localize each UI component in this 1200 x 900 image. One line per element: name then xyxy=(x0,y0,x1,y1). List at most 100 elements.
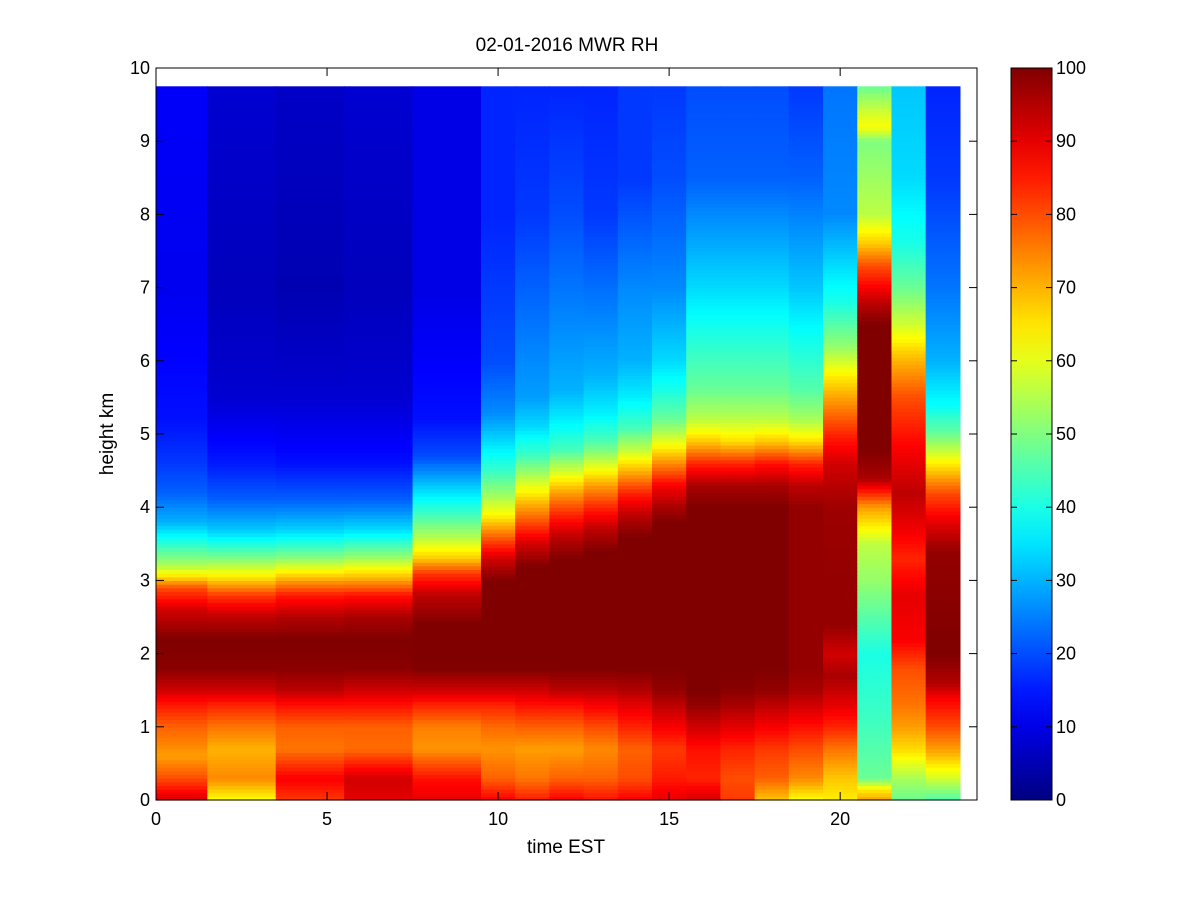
heatmap-cell xyxy=(412,785,482,790)
heatmap-cell xyxy=(652,382,687,388)
heatmap-cell xyxy=(891,576,927,581)
heatmap-cell xyxy=(583,499,619,505)
heatmap-cell xyxy=(275,243,345,248)
heatmap-cell xyxy=(857,188,893,194)
heatmap-cell xyxy=(788,382,824,388)
heatmap-cell xyxy=(549,100,585,106)
heatmap-cell xyxy=(156,591,208,596)
heatmap-cell xyxy=(344,261,414,267)
heatmap-cell xyxy=(549,258,585,263)
heatmap-cell xyxy=(480,324,516,329)
heatmap-cell xyxy=(891,723,927,728)
heatmap-cell xyxy=(652,335,687,340)
heatmap-cell xyxy=(515,133,550,139)
heatmap-cell xyxy=(891,174,927,179)
heatmap-cell xyxy=(891,342,927,347)
heatmap-cell xyxy=(754,115,790,120)
heatmap-cell xyxy=(480,309,516,314)
heatmap-cell xyxy=(925,547,961,552)
heatmap-cell xyxy=(686,701,722,706)
heatmap-cell xyxy=(891,324,927,329)
heatmap-cell xyxy=(788,693,824,699)
heatmap-cell xyxy=(925,265,961,270)
heatmap-cell xyxy=(720,203,756,208)
heatmap-cell xyxy=(652,148,687,153)
heatmap-cell xyxy=(344,547,414,552)
heatmap-cell xyxy=(857,627,893,633)
heatmap-cell xyxy=(412,602,482,607)
heatmap-cell xyxy=(617,558,653,563)
heatmap-cell xyxy=(891,540,927,545)
heatmap-cell xyxy=(925,309,961,314)
heatmap-cell xyxy=(515,510,550,516)
heatmap-cell xyxy=(549,466,585,472)
heatmap-cell xyxy=(788,444,824,450)
heatmap-cell xyxy=(857,671,893,677)
heatmap-cell xyxy=(754,437,790,442)
heatmap-cell xyxy=(823,155,858,161)
heatmap-cell xyxy=(583,240,619,245)
heatmap-cell xyxy=(275,540,345,545)
heatmap-cell xyxy=(788,690,824,695)
heatmap-cell xyxy=(788,715,824,721)
heatmap-cell xyxy=(857,404,893,409)
heatmap-cell xyxy=(207,748,277,754)
heatmap-cell xyxy=(156,704,208,710)
heatmap-cell xyxy=(686,704,722,710)
heatmap-cell xyxy=(720,719,756,724)
heatmap-cell xyxy=(720,499,756,505)
heatmap-cell xyxy=(891,185,927,190)
heatmap-cell xyxy=(823,514,858,519)
heatmap-cell xyxy=(207,789,277,794)
heatmap-cell xyxy=(275,569,345,574)
heatmap-cell xyxy=(891,86,927,91)
heatmap-cell xyxy=(583,686,619,691)
heatmap-cell xyxy=(788,668,824,673)
heatmap-cell xyxy=(156,448,208,453)
heatmap-cell xyxy=(549,144,585,150)
heatmap-cell xyxy=(156,141,208,146)
heatmap-cell xyxy=(686,679,722,684)
colorbar-tick-label: 100 xyxy=(1056,58,1086,78)
heatmap-cell xyxy=(207,133,277,139)
heatmap-cell xyxy=(652,444,687,450)
heatmap-cell xyxy=(583,243,619,248)
heatmap-cell xyxy=(857,152,893,157)
heatmap-cell xyxy=(207,485,277,490)
heatmap-cell xyxy=(583,759,619,764)
heatmap-cell xyxy=(720,287,756,292)
heatmap-cell xyxy=(549,664,585,669)
heatmap-cell xyxy=(652,540,687,545)
heatmap-cell xyxy=(549,368,585,373)
heatmap-cell xyxy=(480,649,516,655)
heatmap-cell xyxy=(652,441,687,446)
heatmap-cell xyxy=(617,243,653,248)
heatmap-cell xyxy=(823,108,858,113)
heatmap-cell xyxy=(925,701,961,706)
heatmap-cell xyxy=(344,763,414,768)
heatmap-cell xyxy=(788,357,824,362)
heatmap-cell xyxy=(720,675,756,680)
heatmap-cell xyxy=(617,163,653,168)
heatmap-cell xyxy=(275,122,345,128)
heatmap-cell xyxy=(344,598,414,603)
heatmap-cell xyxy=(480,141,516,146)
heatmap-cell xyxy=(720,664,756,669)
heatmap-cell xyxy=(583,93,619,98)
heatmap-cell xyxy=(549,119,585,124)
heatmap-cell xyxy=(515,569,550,574)
heatmap-cell xyxy=(686,155,722,161)
heatmap-cell xyxy=(891,258,927,263)
heatmap-cell xyxy=(549,166,585,172)
heatmap-cell xyxy=(720,653,756,658)
heatmap-cell xyxy=(788,203,824,208)
heatmap-cell xyxy=(617,177,653,183)
heatmap-cell xyxy=(515,540,550,545)
heatmap-cell xyxy=(275,86,345,91)
heatmap-cell xyxy=(720,218,756,223)
heatmap-cell xyxy=(207,89,277,95)
heatmap-cell xyxy=(617,646,653,651)
heatmap-cell xyxy=(617,649,653,655)
heatmap-cell xyxy=(583,316,619,322)
heatmap-cell xyxy=(652,390,687,395)
